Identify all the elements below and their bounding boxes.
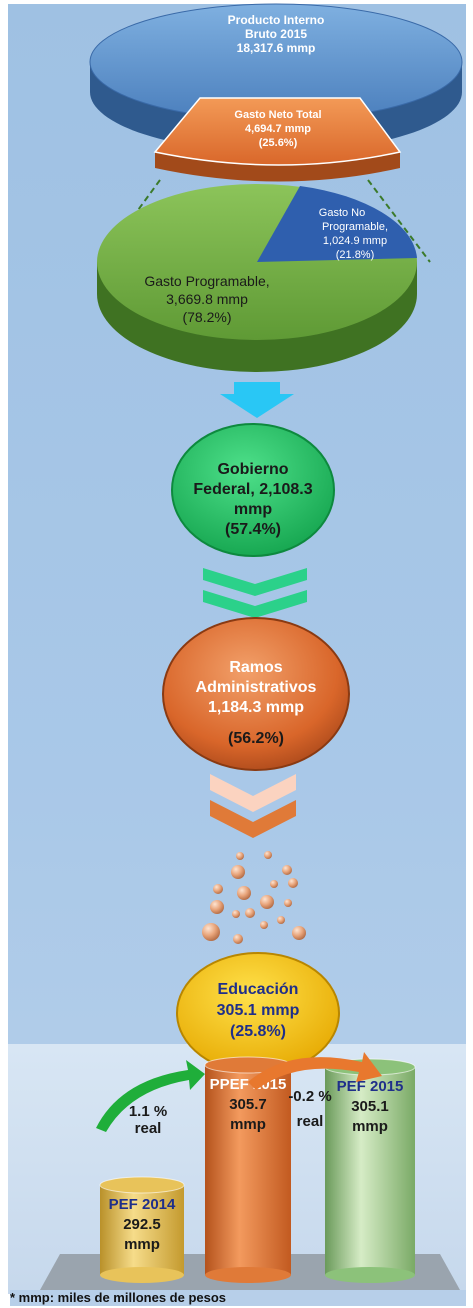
gasto-programable-label: Gasto Programable, <box>144 273 269 289</box>
gobierno-federal-line3: mmp <box>234 501 272 518</box>
chevron-down-icon <box>203 590 307 618</box>
bubble <box>277 916 285 924</box>
gobierno-federal-line2: Federal, 2,108.3 <box>193 481 312 498</box>
growth-down-label: real <box>297 1113 324 1130</box>
gasto-no-programable-line1: Gasto No <box>319 207 365 219</box>
gasto-pie <box>97 184 417 372</box>
bubble <box>264 851 272 859</box>
ramos-pct: (56.2%) <box>228 730 284 747</box>
down-arrow-icon <box>220 382 294 418</box>
bubble <box>270 880 278 888</box>
bar-body <box>205 1065 291 1275</box>
gasto-neto-pct: (25.6%) <box>259 137 298 149</box>
bar-value-label: 305.1 <box>351 1098 389 1115</box>
educacion-label: Educación <box>218 981 299 998</box>
growth-down-value: -0.2 % <box>288 1088 331 1105</box>
ramos-line2: Administrativos <box>196 679 317 696</box>
ramos-value: 1,184.3 mmp <box>208 699 304 716</box>
bubble <box>245 908 255 918</box>
gobierno-federal-circle <box>171 423 335 557</box>
bubble <box>233 934 243 944</box>
gobierno-federal-line1: Gobierno <box>217 461 288 478</box>
gasto-programable-value: 3,669.8 mmp <box>166 291 248 307</box>
bubble <box>236 852 244 860</box>
gasto-neto-label: Gasto Neto Total <box>234 109 321 121</box>
bar-value-label: 305.7 <box>229 1096 267 1113</box>
chevron-down-icon <box>210 800 296 838</box>
bar: PEF 2015 305.1 mmp <box>324 1058 416 1283</box>
bar-unit-label: mmp <box>230 1116 266 1133</box>
bubble <box>232 910 240 918</box>
bubble <box>237 886 251 900</box>
gasto-programable-pct: (78.2%) <box>182 309 231 325</box>
pib-label-line1: Producto Interno <box>228 13 325 27</box>
bar-base <box>100 1267 184 1283</box>
bubble <box>282 865 292 875</box>
bar: PEF 2014 292.5 mmp <box>99 1176 185 1283</box>
growth-up-arrow-icon <box>96 1060 205 1132</box>
bubble <box>292 926 306 940</box>
bubble <box>202 923 220 941</box>
gasto-no-programable-pct: (21.8%) <box>336 249 375 261</box>
pib-pie <box>89 3 463 182</box>
gasto-no-programable-value: 1,024.9 mmp <box>323 235 387 247</box>
growth-up-value: 1.1 % <box>129 1103 167 1120</box>
bubble <box>260 921 268 929</box>
growth-down-arrow-icon <box>248 1052 382 1090</box>
bar-category-label: PEF 2015 <box>337 1078 404 1095</box>
chevron-down-icon <box>210 774 296 812</box>
bar-body <box>325 1067 415 1275</box>
pib-label-line2: Bruto 2015 <box>245 27 307 41</box>
bar-unit-label: mmp <box>352 1118 388 1135</box>
chevron-down-icon <box>203 568 307 596</box>
footnote: * mmp: miles de millones de pesos <box>10 1290 466 1306</box>
bar-base <box>325 1267 415 1283</box>
ramos-line1: Ramos <box>229 659 282 676</box>
gasto-neto-value: 4,694.7 mmp <box>245 123 311 135</box>
bar-top <box>99 1176 185 1194</box>
bar-base <box>205 1267 291 1283</box>
bubbles <box>202 851 306 944</box>
bubble <box>260 895 274 909</box>
growth-up-label: real <box>135 1120 162 1137</box>
ramos-administrativos-circle <box>162 617 350 771</box>
bar-unit-label: mmp <box>124 1236 160 1253</box>
educacion-value: 305.1 mmp <box>217 1002 300 1019</box>
gasto-no-programable-slice <box>257 186 417 262</box>
connector-right <box>367 179 431 263</box>
gobierno-federal-pct: (57.4%) <box>225 521 281 538</box>
bar-category-label: PEF 2014 <box>109 1196 176 1213</box>
bubble <box>284 899 292 907</box>
bubble <box>288 878 298 888</box>
gasto-neto-slice <box>153 97 402 166</box>
bubble <box>231 865 245 879</box>
bar-value-label: 292.5 <box>123 1216 161 1233</box>
bubble <box>213 884 223 894</box>
gasto-no-programable-line2: Programable, <box>322 221 388 233</box>
pib-value: 18,317.6 mmp <box>237 41 316 55</box>
bar-body <box>100 1185 184 1275</box>
bubble <box>210 900 224 914</box>
educacion-pct: (25.8%) <box>230 1023 286 1040</box>
